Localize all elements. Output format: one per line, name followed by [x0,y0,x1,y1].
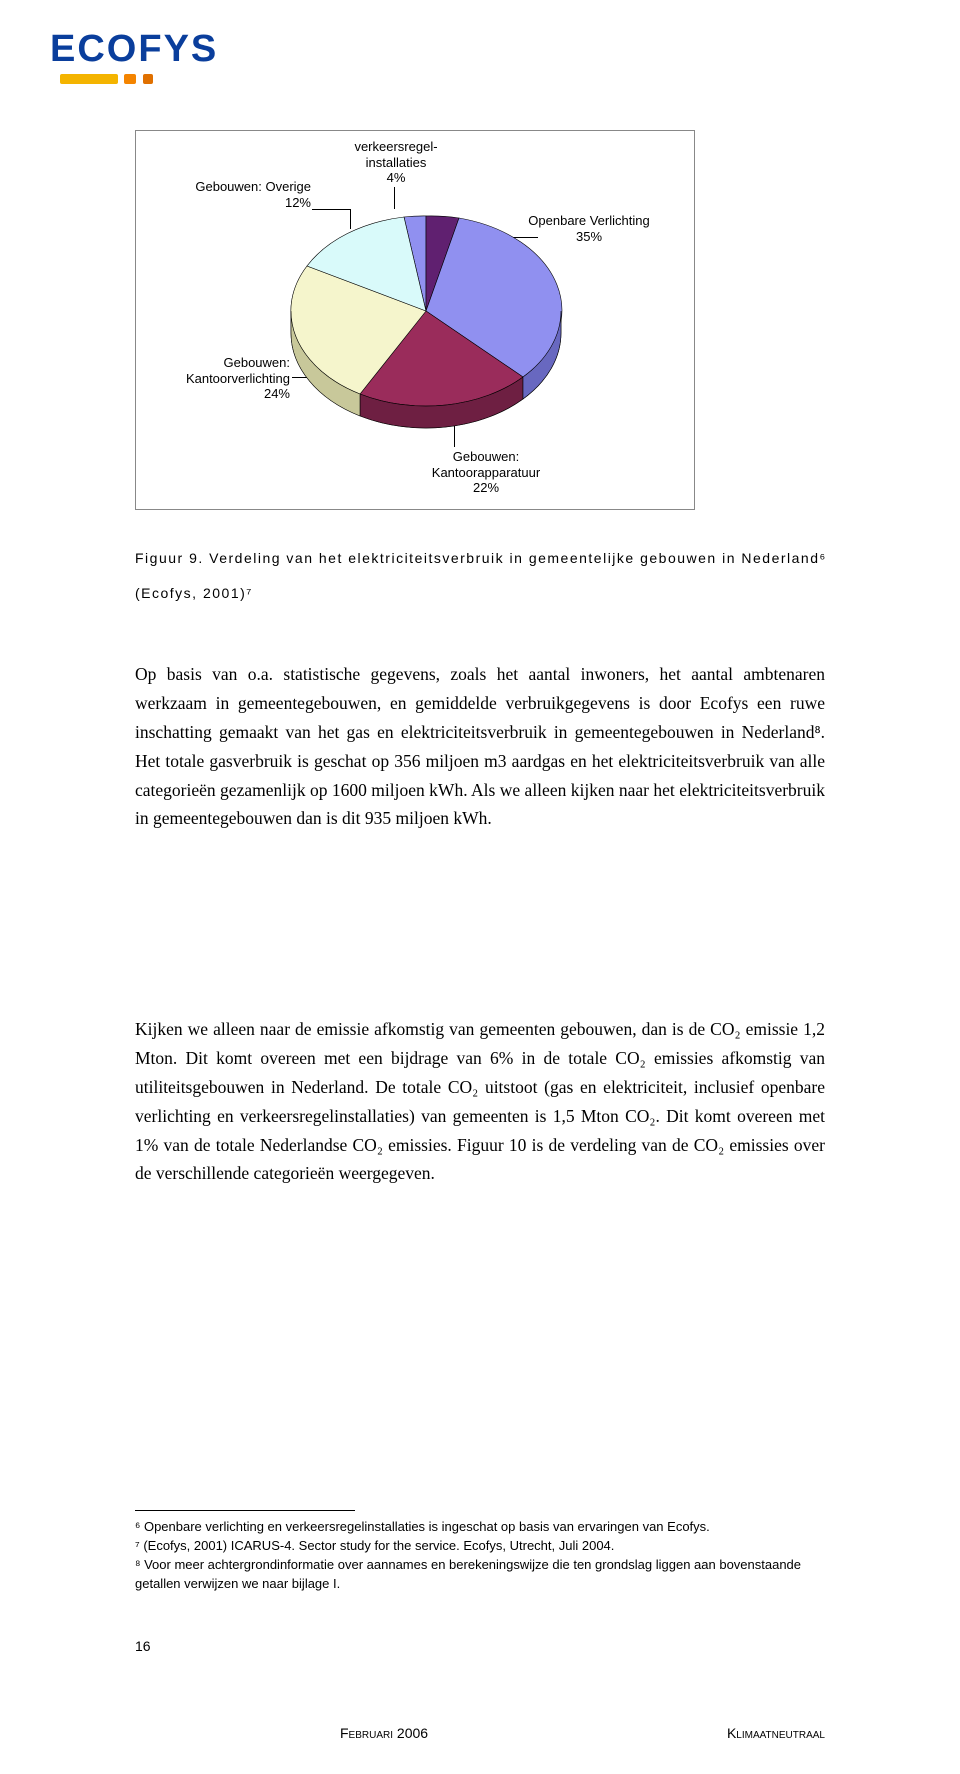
paragraph-1: Op basis van o.a. statistische gegevens,… [135,660,825,833]
footer-year: 2006 [397,1725,428,1741]
page: ECOFYS verkeersregel-installaties4% Gebo… [0,0,960,1774]
logo: ECOFYS [50,28,218,71]
footnote-6: ⁶ Openbare verlichting en verkeersregeli… [135,1518,825,1537]
footnote-8: ⁸ Voor meer achtergrondinformatie over a… [135,1556,825,1594]
pie-chart-box: verkeersregel-installaties4% Gebouwen: O… [135,130,695,510]
pie-chart-svg [276,191,576,451]
footnote-rule [135,1510,355,1511]
footer-left: Februari 2006 [340,1725,428,1741]
paragraph-2: Kijken we alleen naar de emissie afkomst… [135,1015,825,1188]
logo-accent [60,70,210,84]
footnote-7: ⁷ (Ecofys, 2001) ICARUS-4. Sector study … [135,1537,825,1556]
chart-label-kantoorapparatuur: Gebouwen:Kantoorapparatuur22% [416,449,556,496]
footnotes: ⁶ Openbare verlichting en verkeersregeli… [135,1518,825,1593]
chart-label-kantoorverlichting: Gebouwen:Kantoorverlichting24% [150,355,290,402]
page-number: 16 [135,1638,151,1654]
logo-eco: EC [50,28,107,70]
logo-o: O [107,28,139,70]
logo-fys: FYS [138,28,218,70]
footer-month: Februari [340,1725,393,1741]
figure-caption: Figuur 9. Verdeling van het elektricitei… [135,541,835,611]
chart-label-verkeers: verkeersregel-installaties4% [336,139,456,186]
footer-right: Klimaatneutraal [727,1725,825,1741]
